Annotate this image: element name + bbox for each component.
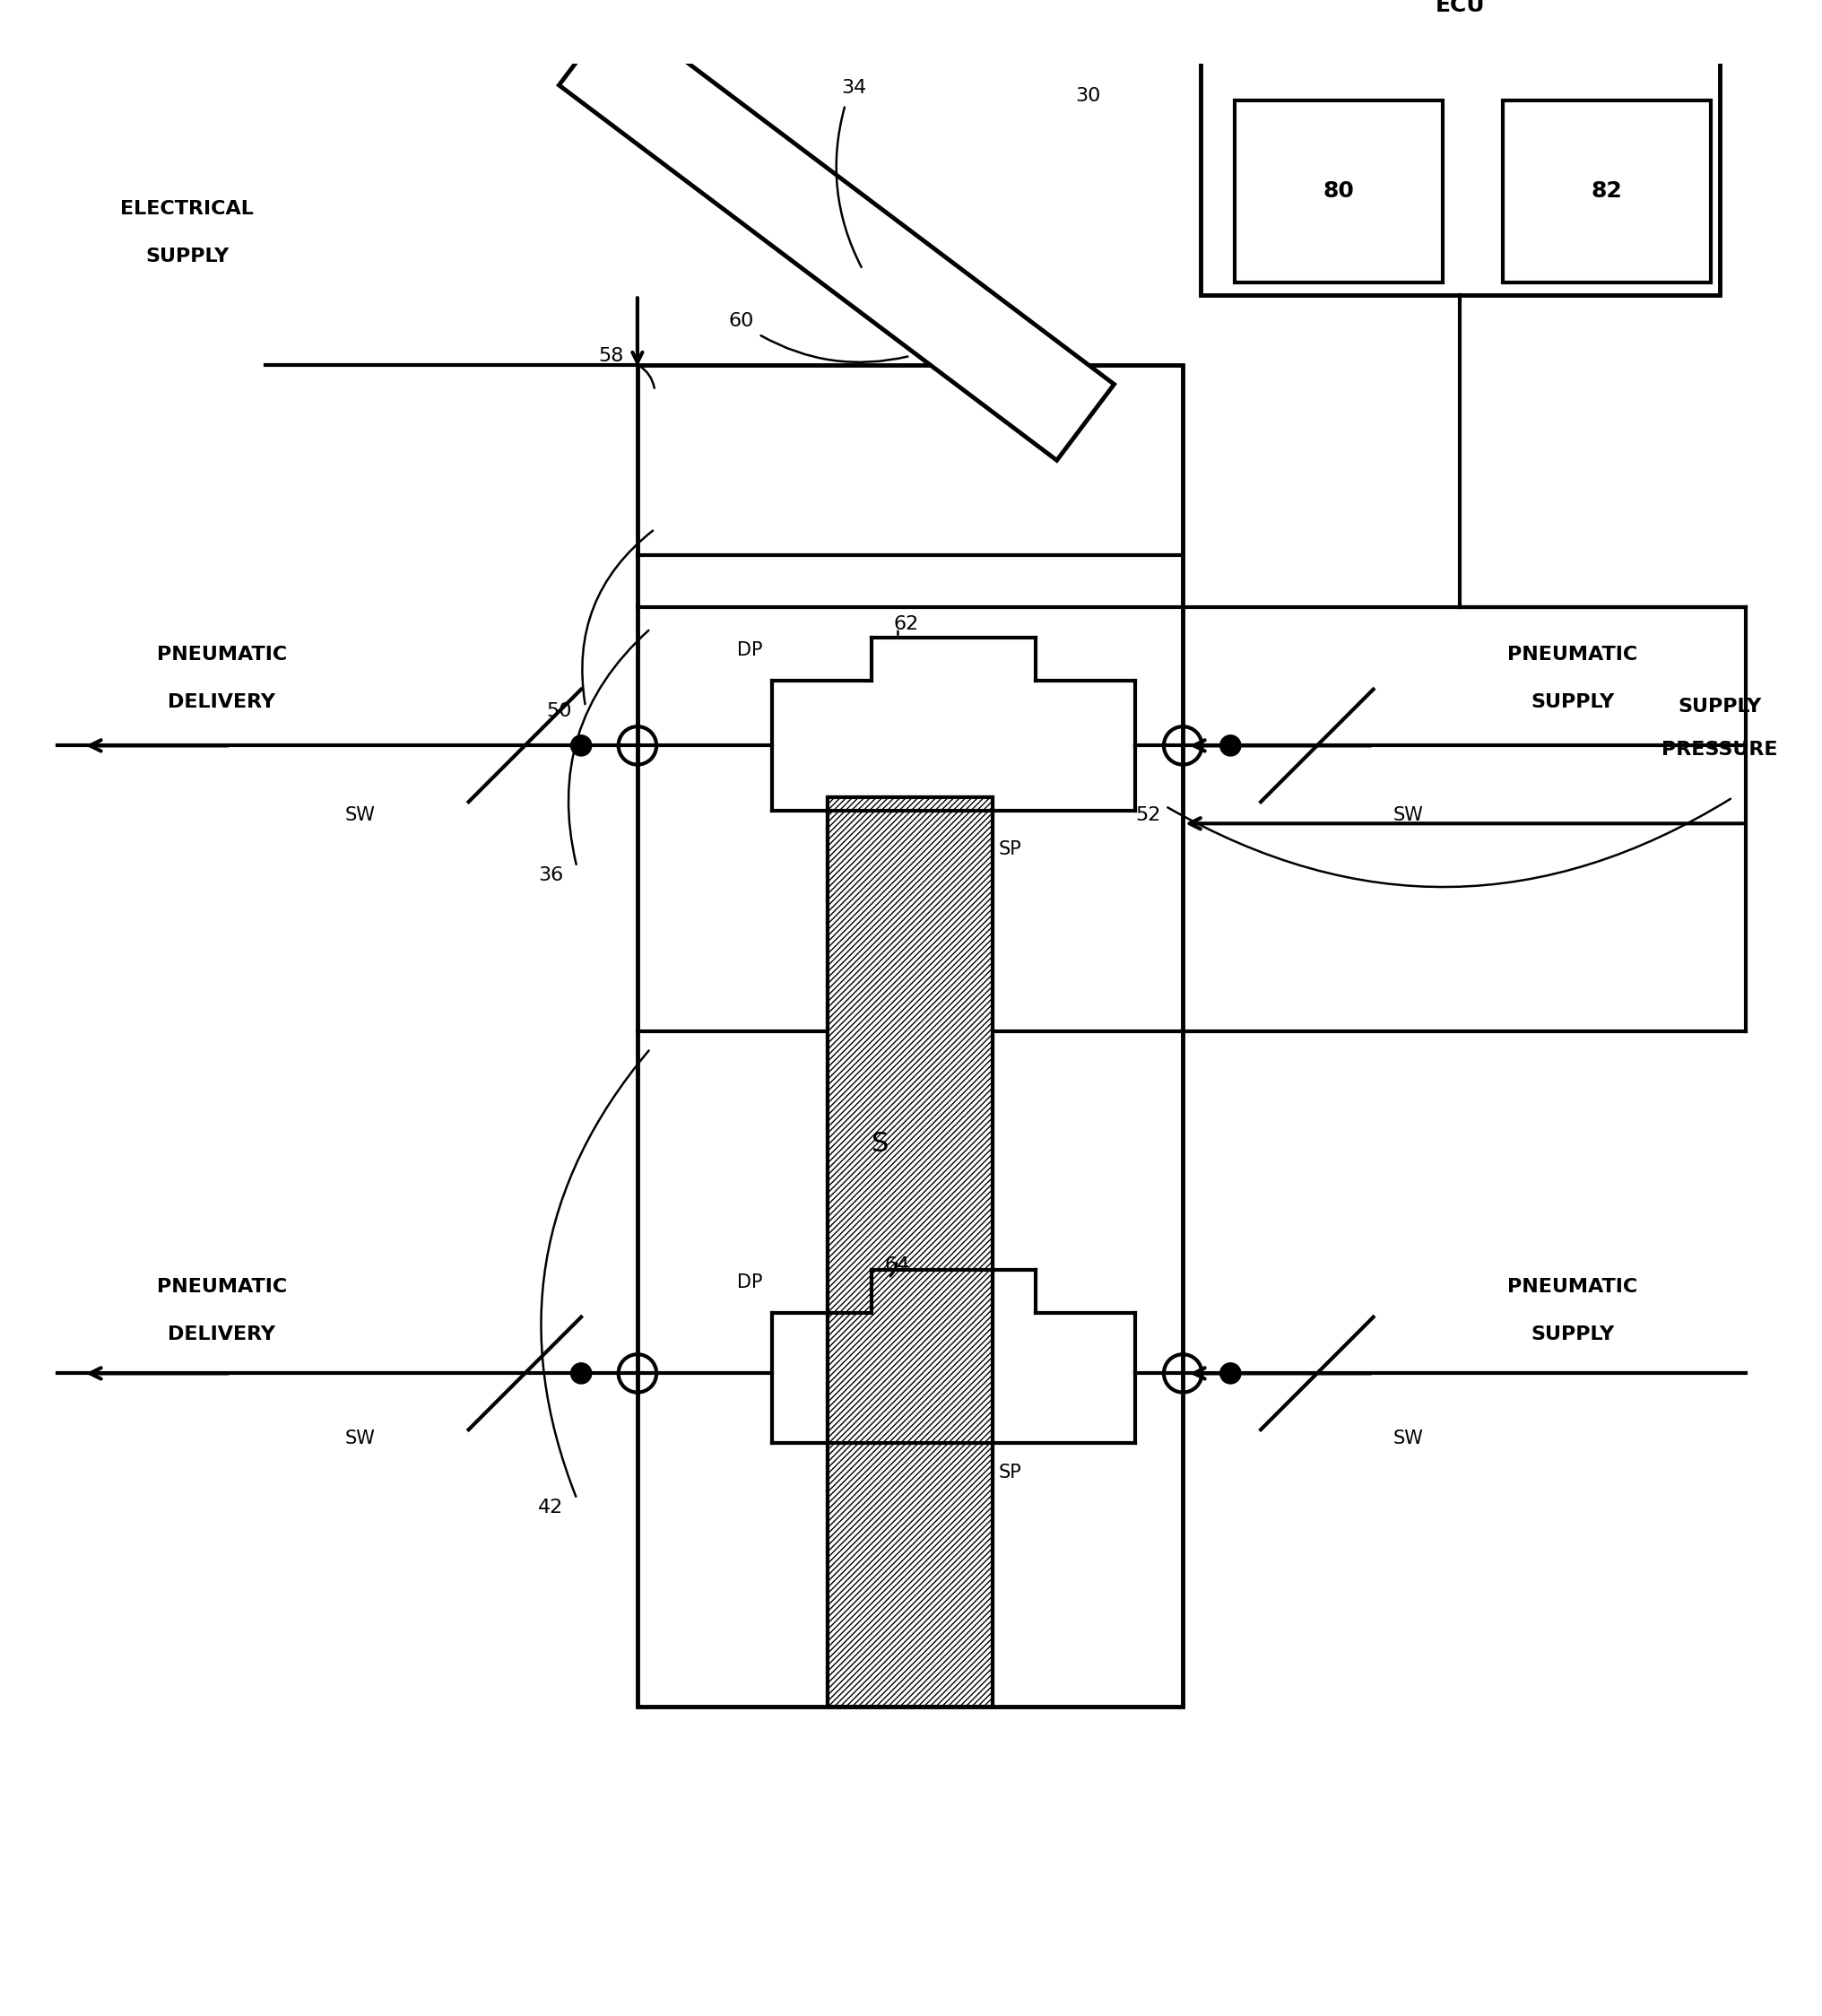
Text: 80: 80 <box>1323 181 1354 202</box>
Bar <box>1503 101 1711 282</box>
Text: ELECTRICAL: ELECTRICAL <box>120 200 253 218</box>
Text: SW: SW <box>344 1429 375 1447</box>
Text: ECU: ECU <box>1434 0 1485 16</box>
Text: PNEUMATIC: PNEUMATIC <box>157 645 286 663</box>
Bar <box>827 798 991 1708</box>
Text: 52: 52 <box>1135 806 1161 825</box>
Text: S: S <box>871 1131 887 1157</box>
Bar <box>1199 0 1718 294</box>
Text: PNEUMATIC: PNEUMATIC <box>157 1278 286 1296</box>
Circle shape <box>570 1363 592 1383</box>
Text: DP: DP <box>736 1274 762 1292</box>
Text: DP: DP <box>736 641 762 659</box>
Circle shape <box>1219 736 1241 756</box>
Text: SUPPLY: SUPPLY <box>1530 694 1614 712</box>
Text: SP: SP <box>998 1464 1020 1482</box>
Text: 36: 36 <box>537 867 563 885</box>
Text: 50: 50 <box>547 702 572 720</box>
Circle shape <box>1219 1363 1241 1383</box>
Text: SP: SP <box>998 841 1020 859</box>
Circle shape <box>570 736 592 756</box>
Text: DELIVERY: DELIVERY <box>168 694 275 712</box>
Text: 58: 58 <box>598 347 623 365</box>
Text: SW: SW <box>1392 806 1423 825</box>
Text: PNEUMATIC: PNEUMATIC <box>1507 645 1636 663</box>
Bar <box>638 365 1182 1708</box>
Text: 30: 30 <box>1075 87 1100 105</box>
Text: PRESSURE: PRESSURE <box>1660 742 1776 758</box>
Text: 64: 64 <box>884 1256 909 1274</box>
Bar <box>827 798 991 1708</box>
Text: DELIVERY: DELIVERY <box>168 1325 275 1343</box>
Text: PNEUMATIC: PNEUMATIC <box>1507 1278 1636 1296</box>
Text: 60: 60 <box>729 312 754 331</box>
Text: 34: 34 <box>840 79 865 97</box>
Text: 42: 42 <box>537 1498 563 1516</box>
Text: SUPPLY: SUPPLY <box>1530 1325 1614 1343</box>
Text: SW: SW <box>1392 1429 1423 1447</box>
Text: 82: 82 <box>1591 181 1622 202</box>
Text: SUPPLY: SUPPLY <box>1676 698 1760 716</box>
Text: SUPPLY: SUPPLY <box>146 248 230 266</box>
Text: 62: 62 <box>893 615 918 633</box>
Bar <box>1233 101 1441 282</box>
Polygon shape <box>559 8 1113 460</box>
Text: SW: SW <box>344 806 375 825</box>
